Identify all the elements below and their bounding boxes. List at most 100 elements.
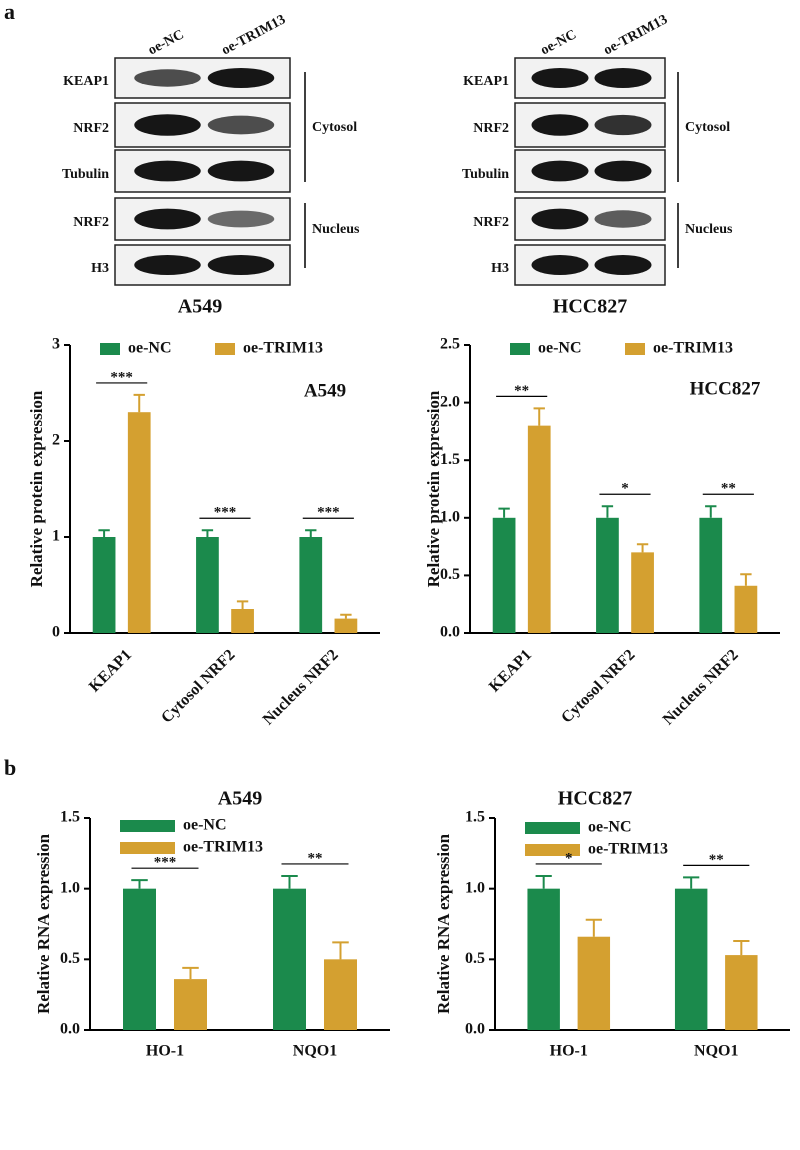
- y-tick-label: 2: [52, 432, 60, 449]
- blot-band: [207, 210, 275, 228]
- significance-label: ***: [214, 505, 237, 521]
- y-tick-label: 1.0: [440, 508, 460, 525]
- legend-label: oe-NC: [588, 819, 632, 836]
- error-bar: [498, 507, 510, 518]
- annotation: A549: [304, 380, 346, 401]
- row-label: KEAP1: [463, 74, 509, 89]
- x-tick-label: HO-1: [146, 1043, 184, 1060]
- y-tick-label: 1.5: [440, 451, 460, 468]
- blot-band: [594, 210, 652, 228]
- y-tick-label: 0.0: [465, 1021, 485, 1038]
- legend-label: oe-TRIM13: [243, 340, 323, 357]
- error-bar: [332, 941, 349, 960]
- group-label: Cytosol: [312, 120, 357, 135]
- significance-label: *: [565, 850, 573, 866]
- x-tick-label: NQO1: [694, 1043, 738, 1060]
- y-tick-label: 1: [52, 528, 60, 545]
- blot-band: [594, 114, 652, 136]
- legend-swatch: [525, 822, 580, 834]
- y-axis-label: Relative RNA expression: [434, 833, 453, 1014]
- error-bar: [182, 966, 199, 980]
- blot-band: [531, 255, 589, 275]
- error-bar: [340, 613, 352, 619]
- blot-band: [207, 160, 275, 182]
- blot-band: [207, 68, 275, 88]
- bar: [174, 979, 207, 1030]
- panel-label: a: [4, 0, 15, 24]
- row-label: Tubulin: [462, 167, 509, 182]
- blot-band: [594, 255, 652, 275]
- y-axis-label: Relative protein expression: [424, 390, 443, 587]
- y-tick-label: 3: [52, 336, 60, 353]
- lane-label: oe-NC: [146, 27, 187, 58]
- bar: [674, 888, 708, 1030]
- y-tick-label: 0.0: [60, 1021, 80, 1038]
- bar: [725, 955, 758, 1030]
- y-tick-label: 1.0: [465, 879, 485, 896]
- y-tick-label: 0.0: [440, 624, 460, 641]
- group-label: Nucleus: [685, 222, 733, 237]
- lane-label: oe-TRIM13: [219, 12, 288, 58]
- bar: [273, 888, 306, 1030]
- y-tick-label: 2.0: [440, 393, 460, 410]
- bar: [596, 517, 619, 633]
- x-tick-label: KEAP1: [86, 646, 135, 695]
- error-bar: [705, 505, 717, 518]
- significance-label: ***: [317, 505, 340, 521]
- bar: [127, 412, 151, 633]
- group-label: Cytosol: [685, 120, 730, 135]
- significance-label: ***: [110, 369, 133, 385]
- y-tick-label: 2.5: [440, 336, 460, 353]
- significance-label: **: [709, 852, 724, 868]
- legend-label: oe-NC: [128, 340, 172, 357]
- legend-label: oe-TRIM13: [653, 340, 733, 357]
- error-bar: [733, 939, 750, 956]
- significance-label: ***: [154, 855, 177, 871]
- row-label: H3: [491, 261, 509, 276]
- significance-label: **: [721, 481, 736, 497]
- error-bar: [98, 529, 110, 537]
- row-label: NRF2: [473, 215, 509, 230]
- x-tick-label: NQO1: [293, 1043, 337, 1060]
- y-tick-label: 1.0: [60, 879, 80, 896]
- y-axis-label: Relative protein expression: [27, 390, 46, 587]
- y-tick-label: 1.5: [465, 809, 485, 826]
- error-bar: [236, 600, 249, 609]
- error-bar: [533, 407, 545, 426]
- legend-swatch: [120, 842, 175, 854]
- y-tick-label: 0: [52, 624, 60, 641]
- blot-band: [594, 68, 652, 88]
- error-bar: [535, 874, 552, 889]
- bar: [699, 517, 723, 633]
- bar: [734, 585, 758, 633]
- legend-swatch: [120, 820, 175, 832]
- lane-label: oe-TRIM13: [601, 12, 670, 58]
- blot-band: [207, 255, 275, 275]
- blot-band: [134, 114, 201, 136]
- lane-label: oe-NC: [538, 27, 579, 58]
- bar: [196, 537, 219, 633]
- error-bar: [281, 874, 298, 889]
- error-bar: [636, 543, 649, 553]
- bar: [231, 609, 254, 633]
- x-tick-label: KEAP1: [486, 646, 535, 695]
- blot-band: [134, 208, 201, 230]
- annotation: HCC827: [690, 378, 761, 399]
- error-bar: [683, 876, 700, 889]
- bar: [299, 537, 323, 633]
- error-bar: [740, 573, 752, 586]
- y-tick-label: 1.5: [60, 809, 80, 826]
- row-label: NRF2: [73, 121, 109, 136]
- bar: [527, 888, 560, 1030]
- legend-swatch: [100, 343, 120, 355]
- bar: [123, 888, 156, 1030]
- legend-swatch: [625, 343, 645, 355]
- y-tick-label: 0.5: [465, 950, 485, 967]
- legend-label: oe-NC: [183, 817, 227, 834]
- bar: [577, 936, 611, 1030]
- group-label: Nucleus: [312, 222, 360, 237]
- chart-title: HCC827: [558, 788, 632, 810]
- blot-band: [531, 160, 589, 182]
- legend-swatch: [510, 343, 530, 355]
- bar: [324, 959, 357, 1030]
